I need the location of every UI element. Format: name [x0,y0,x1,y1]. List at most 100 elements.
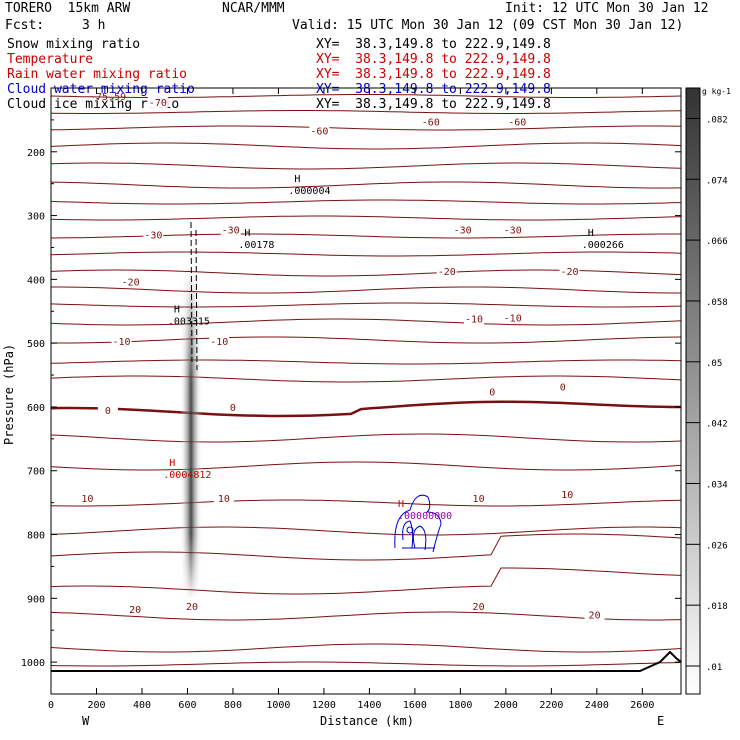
field-name-rain: Rain water mixing ratio [7,67,188,82]
max-value: .000004 [288,186,330,197]
colorbar-label: .082 [706,115,728,125]
center-title: NCAR/MMM [222,1,285,16]
y-tick-label: 1000 [21,658,45,669]
colorbar-label: .026 [706,541,728,551]
isotherm-line [50,611,682,621]
field-xy-cloudwater: XY= 38.3,149.8 to 222.9,149.8 [316,82,551,97]
isotherm-label-bg [452,224,473,236]
x-tick-label: 2600 [630,700,654,711]
isotherm-label-bg [182,600,203,612]
field-xy-cloudice: XY= 38.3,149.8 to 222.9,149.8 [316,97,551,112]
field-name-snow: Snow mixing ratio [7,37,141,52]
isotherm-line [50,359,682,365]
colorbar-label: .034 [706,480,728,490]
isotherm-label: -30 [504,225,522,236]
isotherm-label-bg [552,381,573,393]
isotherm-label-bg [213,492,234,504]
x-tick-label: 1400 [357,700,381,711]
plot-frame [50,87,682,695]
isotherm-label: -30 [222,225,240,236]
colorbar-label: .066 [706,237,728,247]
isotherm-label: 0 [560,382,566,393]
max-marker: H [588,228,594,239]
isotherm-label-bg [464,313,485,325]
isotherm-label-bg [502,224,523,236]
field-xy-rain: XY= 38.3,149.8 to 222.9,149.8 [316,67,551,82]
isotherm-line [50,162,682,170]
isotherm-line [50,199,682,205]
isotherm-label-bg [120,276,141,288]
x-tick-label: 800 [224,700,242,711]
x-tick-label: 1000 [266,700,290,711]
isotherm-label-bg [220,224,241,236]
isotherm-label: 10 [218,494,230,505]
x-tick-label: 0 [48,700,54,711]
colorbar-unit: g kg-1 [702,87,731,96]
isotherm-label-bg [147,96,168,108]
x-tick-label: 2200 [539,700,563,711]
isotherm-label-bg [557,489,578,501]
max-value: .000266 [582,240,624,251]
terrain [51,650,682,672]
isotherm-label-bg [97,404,118,416]
colorbar-label: .05 [706,359,722,369]
colorbar-label: .018 [706,602,728,612]
svg-text:.00000000: .00000000 [398,511,452,522]
isotherm-label: -20 [438,267,456,278]
y-tick-label: 200 [27,148,45,159]
isotherm-label-bg [507,116,528,128]
isotherm-line [50,533,682,561]
isotherm-line [51,286,681,294]
svg-text:H: H [398,499,404,510]
x-tick-label: 1600 [403,700,427,711]
isotherm-line [50,142,682,150]
field-name-cloudwater: Cloud water mixing ratio [7,82,195,97]
valid-time: Valid: 15 UTC Mon 30 Jan 12 (09 CST Mon … [292,18,684,33]
max-value: .0004812 [163,470,211,481]
isotherm-label-bg [482,386,503,398]
isotherm-label-bg [309,125,330,137]
isotherm-label: -60 [508,118,526,129]
isotherm-label: -10 [112,337,130,348]
isotherm-line [50,526,682,536]
east-label: E [657,714,664,728]
isotherm-label-bg [584,609,605,621]
isotherm-label: -30 [144,231,162,242]
isotherm-label-bg [222,401,243,413]
temperature-labels: -60 -70 -60 -60 -30 -30 -30 -30 -20 -20 -20 -10 -10 -… [77,96,605,622]
max-marker: H [174,305,180,316]
y-tick-label: 900 [27,594,45,605]
isotherm-label-bg [468,492,489,504]
top-annotation: -75.59 [90,92,126,103]
isotherm-line [50,251,682,257]
y-axis-title: Pressure (hPa) [2,344,16,445]
y-tick-label: 800 [27,531,45,542]
isotherm-label: -10 [210,337,228,348]
isotherm-label: 20 [589,611,601,622]
isotherm-label: -20 [122,278,140,289]
init-time: Init: 12 UTC Mon 30 Jan 12 [505,1,709,16]
isotherm-label: 0 [230,403,236,414]
y-tick-label: 400 [27,275,45,286]
isotherm-label: 20 [129,605,141,616]
isotherm-label-bg [559,265,580,277]
isotherm-line [50,499,682,507]
isotherm-label: -30 [454,225,472,236]
fcst-value: 3 h [82,18,106,33]
cloud-water-contours [394,494,442,553]
isotherm-label-bg [502,312,523,324]
max-value: .00178 [238,240,274,251]
isotherm-label: -20 [561,267,579,278]
isotherm-label-bg [209,336,230,348]
isotherm-line [50,269,682,277]
colorbar-label: .01 [706,663,722,673]
isotherm-line [50,661,682,667]
isotherm-line [50,302,682,308]
isotherm-label: -60 [310,127,328,138]
isotherm-label: 20 [186,602,198,613]
max-value: .003315 [168,317,210,328]
isotherm-line [50,318,682,326]
temperature-contours [50,94,682,667]
